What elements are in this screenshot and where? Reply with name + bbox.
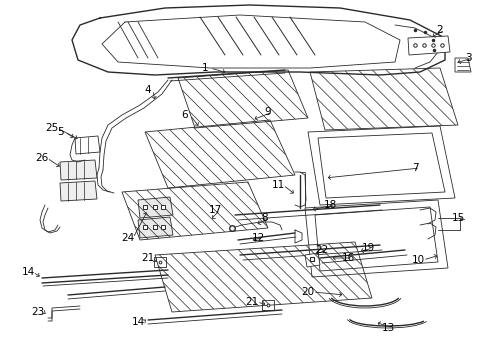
Text: 6: 6	[182, 110, 188, 120]
Text: 12: 12	[251, 233, 264, 243]
Text: 23: 23	[31, 307, 44, 317]
Polygon shape	[60, 181, 97, 201]
Polygon shape	[75, 136, 100, 154]
Text: 8: 8	[261, 213, 268, 223]
Polygon shape	[305, 200, 447, 277]
Text: 14: 14	[131, 317, 144, 327]
Polygon shape	[314, 207, 437, 271]
Polygon shape	[317, 133, 444, 198]
Text: 13: 13	[381, 323, 394, 333]
Polygon shape	[60, 160, 97, 180]
Text: 16: 16	[341, 253, 354, 263]
Text: 21: 21	[245, 297, 258, 307]
Text: 20: 20	[301, 287, 314, 297]
Text: 19: 19	[361, 243, 374, 253]
Text: 18: 18	[323, 200, 336, 210]
Text: 24: 24	[121, 233, 134, 243]
Polygon shape	[138, 217, 173, 238]
Text: 1: 1	[201, 63, 208, 73]
Text: 14: 14	[21, 267, 35, 277]
Polygon shape	[138, 197, 173, 218]
Polygon shape	[407, 36, 449, 55]
Text: 5: 5	[57, 127, 63, 137]
Text: 26: 26	[35, 153, 48, 163]
Polygon shape	[262, 300, 273, 310]
Text: 25: 25	[45, 123, 59, 133]
Text: 2: 2	[436, 25, 443, 35]
Text: 10: 10	[410, 255, 424, 265]
Polygon shape	[154, 257, 165, 267]
Polygon shape	[454, 58, 470, 72]
Text: 7: 7	[411, 163, 417, 173]
Text: 4: 4	[144, 85, 151, 95]
Text: 11: 11	[271, 180, 284, 190]
Text: 21: 21	[141, 253, 154, 263]
Text: 3: 3	[464, 53, 470, 63]
Polygon shape	[305, 253, 319, 267]
Polygon shape	[307, 126, 454, 205]
Text: 17: 17	[208, 205, 221, 215]
Text: 15: 15	[450, 213, 464, 223]
Text: 9: 9	[264, 107, 271, 117]
Text: 22: 22	[315, 245, 328, 255]
